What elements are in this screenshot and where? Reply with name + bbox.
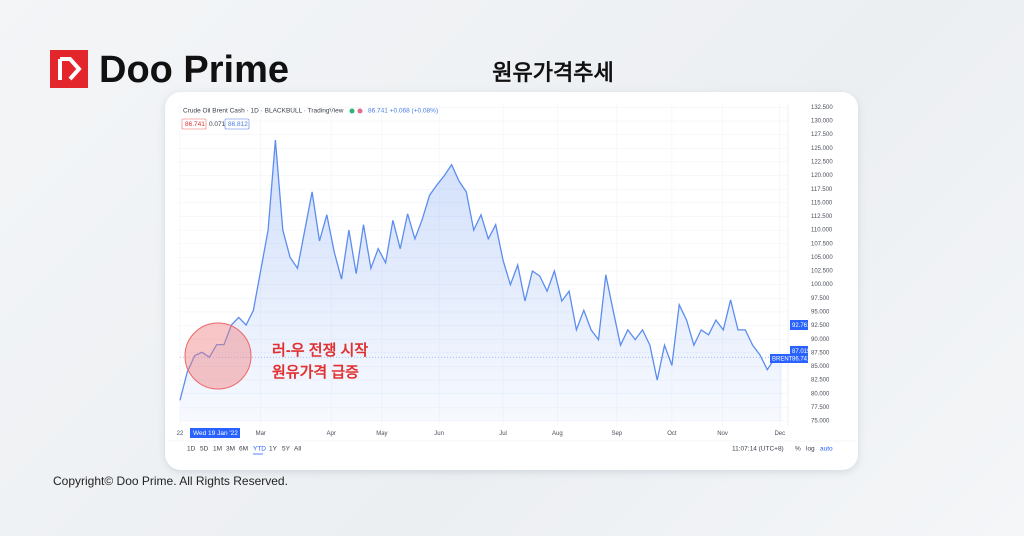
x-tick-label: Sep <box>611 431 622 437</box>
range-button[interactable]: 1D <box>187 446 196 453</box>
x-tick-label: Dec <box>774 431 785 437</box>
y-tick-label: 75.000 <box>811 419 830 425</box>
x-tick-label: Mar <box>256 431 266 437</box>
annotation: 러-우 전쟁 시작 <box>272 341 368 359</box>
plot: 75.000 77.500 80.000 82.500 85.000 87.500 90.0… <box>177 104 833 437</box>
copyright: Copyright© Doo Prime. All Rights Reserve… <box>53 474 288 488</box>
legend-values: 86.741 +0.068 (+0.08%) <box>368 108 438 115</box>
y-tick-label: 82.500 <box>811 378 830 384</box>
y-tick-label: 127.500 <box>811 132 833 138</box>
y-tick-label: 107.500 <box>811 241 833 247</box>
y-tick-label: 100.000 <box>811 282 833 288</box>
x-tick-label: May <box>376 431 387 437</box>
y-tick-label: 132.500 <box>811 105 833 111</box>
y-tick-label: 122.500 <box>811 160 833 166</box>
scale-button[interactable]: log <box>806 446 815 453</box>
x-tick-label: Aug <box>552 431 563 437</box>
badge-text: 86.741 <box>185 121 205 128</box>
annotation: 원유가격 급증 <box>272 363 359 381</box>
y-tick-label: 117.500 <box>811 187 833 193</box>
scale-button[interactable]: auto <box>820 446 833 453</box>
scale-button[interactable]: % <box>795 446 801 453</box>
range-button[interactable]: 6M <box>239 446 248 453</box>
badge-text: 86.812 <box>228 121 248 128</box>
y-tick-label: 85.000 <box>811 364 830 370</box>
price-label: 92.761 <box>792 323 811 329</box>
crosshair-date: Wed 19 Jan '22 <box>193 430 238 437</box>
y-tick-label: 90.000 <box>811 337 830 343</box>
y-tick-label: 105.000 <box>811 255 833 261</box>
toolbar: 1D 5D 1M 3M 6M YTD 1Y 5Y All <box>187 446 302 455</box>
logo-glyph <box>58 57 82 81</box>
heading: 원유가격추세 <box>492 60 613 85</box>
x-tick-label: Oct <box>667 431 677 437</box>
price-label: 86.741 <box>792 357 811 363</box>
y-tick-label: 87.500 <box>811 350 830 356</box>
range-button[interactable]: 5D <box>200 446 209 453</box>
x-tick-label: Jul <box>499 431 507 437</box>
y-tick-label: 97.500 <box>811 296 830 302</box>
y-tick-label: 80.000 <box>811 391 830 397</box>
x-tick-label: Nov <box>717 431 728 437</box>
range-button[interactable]: All <box>294 446 302 453</box>
y-tick-label: 92.500 <box>811 323 830 329</box>
crosshair-date-box <box>190 428 240 438</box>
price-label-box <box>770 354 808 363</box>
status-dot <box>349 108 355 114</box>
range-button[interactable]: 3M <box>226 446 235 453</box>
range-button[interactable]: 1Y <box>269 446 278 453</box>
highlight-circle <box>184 322 252 390</box>
x-tick-label: 22 <box>177 431 184 437</box>
y-tick-label: 115.000 <box>811 200 833 206</box>
badge <box>224 118 250 130</box>
range-button[interactable]: 1M <box>213 446 222 453</box>
area <box>180 140 782 421</box>
price-label: 87.015 <box>792 349 811 355</box>
clock: 11:07:14 (UTC+8) <box>732 446 784 453</box>
y-tick-label: 77.500 <box>811 405 830 411</box>
y-tick-label: 95.000 <box>811 309 830 315</box>
x-tick-label: Jun <box>434 431 444 437</box>
price-line <box>179 140 783 401</box>
status-dot <box>357 108 363 114</box>
y-tick-label: 130.000 <box>811 119 833 125</box>
badge-text: 0.071 <box>209 121 226 128</box>
y-tick-label: 102.500 <box>811 269 833 275</box>
y-tick-label: 125.000 <box>811 146 833 152</box>
y-tick-label: 112.500 <box>811 214 833 220</box>
y-tick-label: 120.000 <box>811 173 833 179</box>
range-button[interactable]: YTD <box>253 446 266 453</box>
x-tick-label: Apr <box>327 431 336 437</box>
price-label-box <box>790 346 808 356</box>
brand: Doo Prime <box>99 49 289 91</box>
y-tick-label: 110.000 <box>811 228 833 234</box>
badge <box>181 118 207 130</box>
chart-title: Crude Oil Brent Cash · 1D · BLACKBULL · … <box>183 108 344 115</box>
range-button[interactable]: 5Y <box>282 446 291 453</box>
price-label-box <box>790 320 808 330</box>
logo-mark <box>50 50 88 88</box>
symbol: BRENT <box>772 357 793 363</box>
